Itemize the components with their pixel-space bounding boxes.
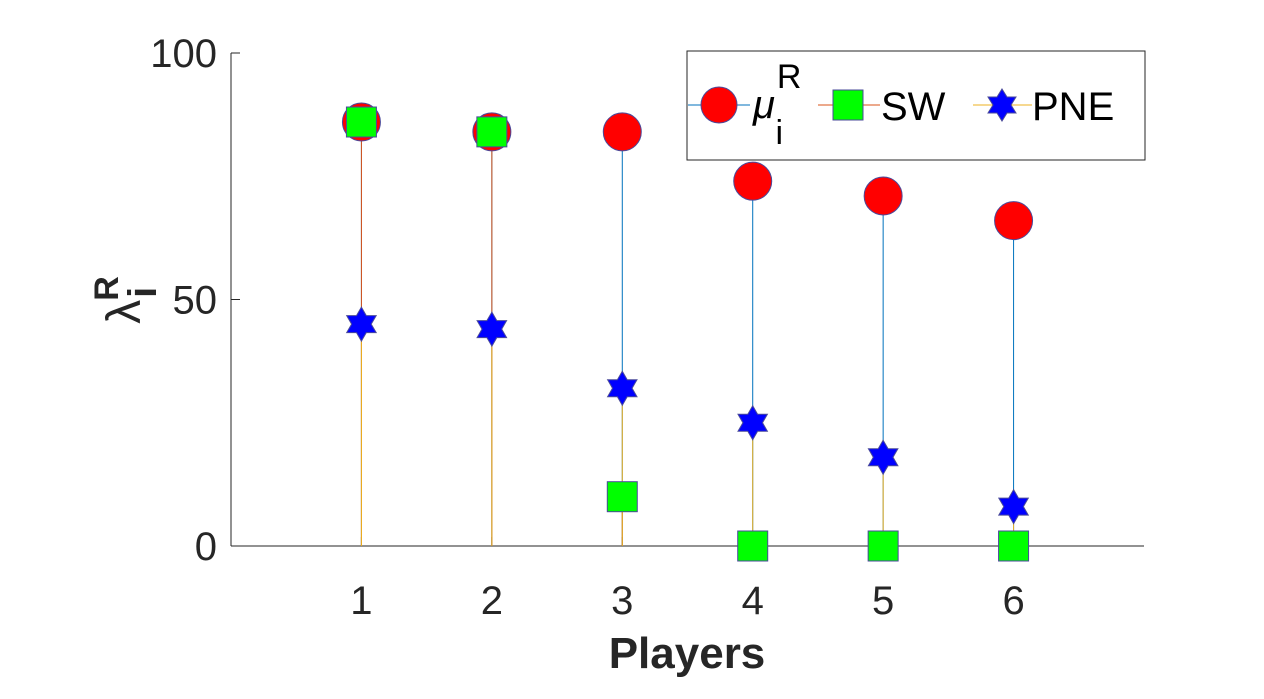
data-point-circle (602, 112, 642, 152)
x-tick-label: 3 (611, 579, 633, 623)
data-point-square (998, 530, 1030, 562)
data-point-circle (733, 161, 773, 201)
x-tick-label: 6 (1002, 579, 1024, 623)
y-axis-title-sup: R (88, 276, 126, 301)
x-tick-label: 1 (350, 579, 372, 623)
legend-label-pne: PNE (1032, 85, 1114, 129)
y-ticks: 0 50 100 (150, 32, 240, 569)
svg-text:λiR: λiR (88, 276, 165, 324)
stems (360, 122, 1015, 546)
legend-box (686, 50, 1146, 161)
y-tick-label: 50 (173, 279, 218, 323)
y-axis-title-sub: i (121, 287, 165, 298)
data-point-hexagram (476, 311, 508, 348)
x-tick-label: 4 (742, 579, 764, 623)
legend-label-mu: μR i (752, 58, 801, 152)
data-point-circle (863, 176, 903, 216)
x-axis-title: Players (609, 629, 766, 678)
legend-marker-sw (832, 89, 864, 121)
legend-label-sw: SW (881, 85, 946, 129)
data-point-hexagram (737, 404, 769, 441)
y-axis-title-main: λ (98, 300, 151, 324)
y-tick-label: 100 (150, 32, 217, 76)
legend-marker-pne (987, 88, 1017, 122)
x-ticks: 1 2 3 4 5 6 (350, 537, 1025, 623)
y-axis-title: λiR (88, 276, 165, 324)
data-point-hexagram (606, 370, 638, 407)
data-point-square (476, 116, 508, 148)
data-point-hexagram (867, 439, 899, 476)
y-tick-label: 0 (195, 525, 217, 569)
legend: μR i SW PNE (686, 50, 1146, 161)
data-point-square (867, 530, 899, 562)
data-point-square (737, 530, 769, 562)
x-tick-label: 2 (481, 579, 503, 623)
x-tick-label: 5 (872, 579, 894, 623)
markers (341, 102, 1034, 562)
data-point-hexagram (345, 306, 378, 343)
data-point-hexagram (997, 488, 1030, 525)
data-point-square (345, 106, 377, 138)
data-point-circle (994, 201, 1034, 241)
legend-marker-mu (700, 86, 738, 124)
data-point-square (606, 481, 638, 513)
